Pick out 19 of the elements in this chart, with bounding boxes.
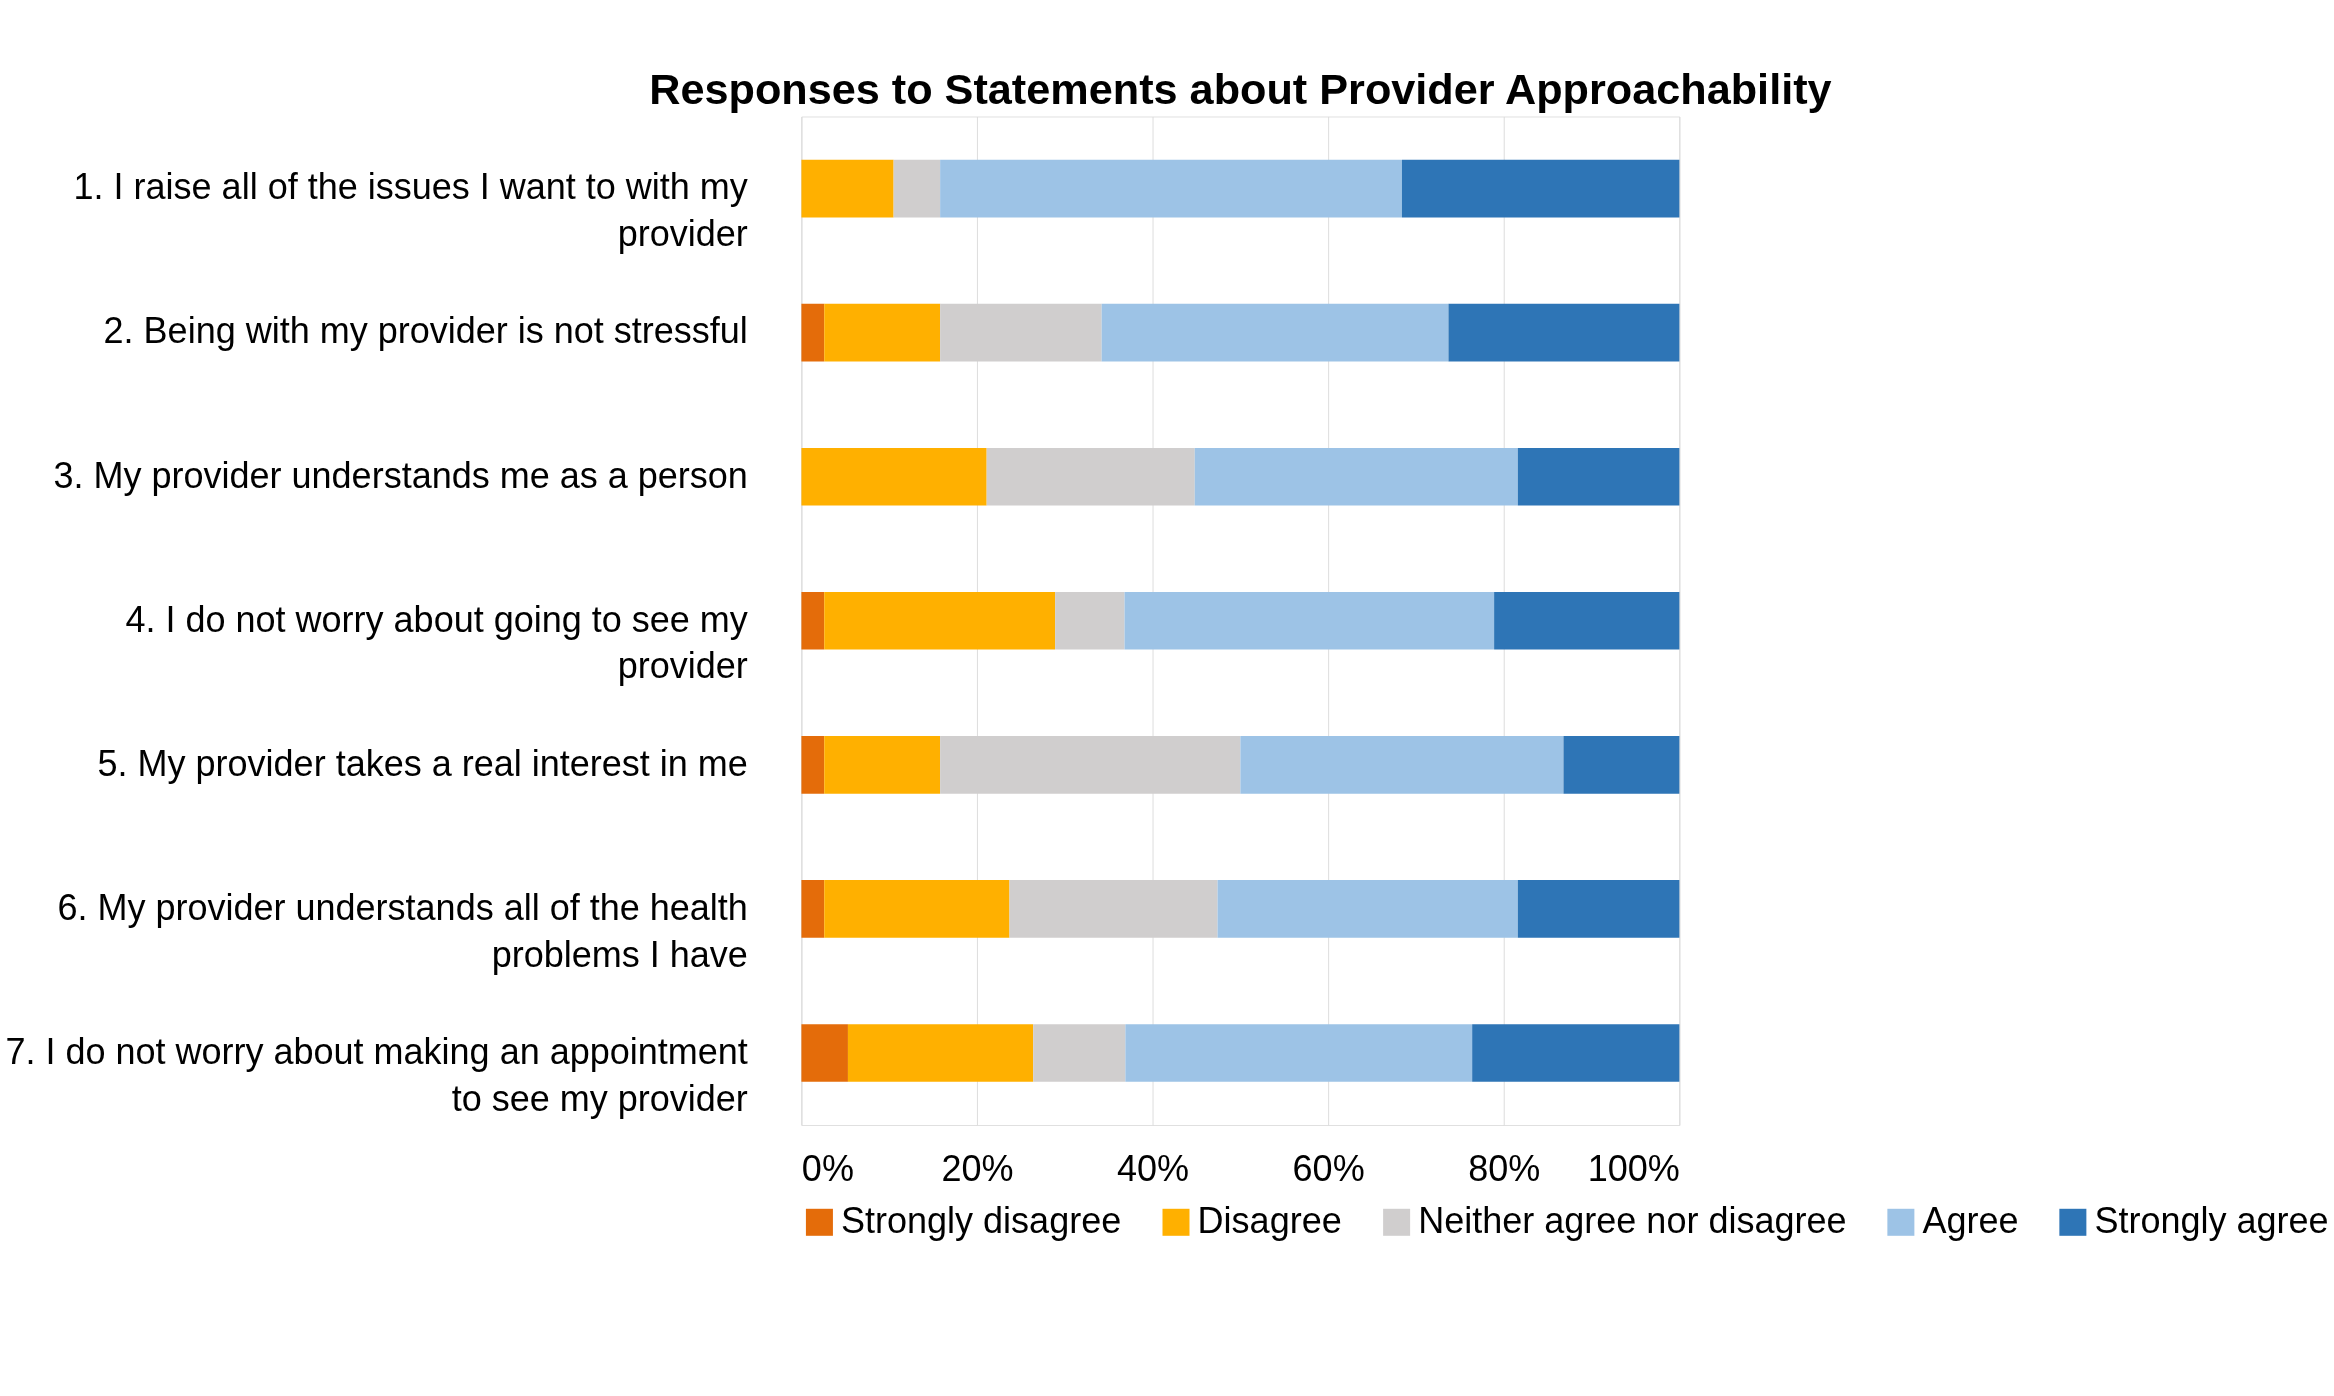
legend-label: Strongly disagree xyxy=(841,1200,1122,1242)
x-tick-label: 80% xyxy=(1468,1148,1541,1190)
x-tick-label: 20% xyxy=(941,1148,1014,1190)
legend-label: Disagree xyxy=(1197,1200,1342,1242)
y-tick-label: 1. I raise all of the issues I want to with my provider xyxy=(73,166,748,255)
x-tick-label: 100% xyxy=(1587,1148,1680,1190)
y-tick-label: 7. I do not worry about making an appointment to see my provider xyxy=(5,1030,748,1119)
y-tick-label: 2. Being with my provider is not stressful xyxy=(103,310,748,352)
x-tick-label: 0% xyxy=(801,1148,854,1190)
y-tick-label: 5. My provider takes a real interest in me xyxy=(97,742,748,784)
x-tick-label: 60% xyxy=(1292,1148,1365,1190)
y-tick-label: 3. My provider understands me as a person xyxy=(53,454,748,496)
chart-title: Responses to Statements about Provider Approachability xyxy=(649,64,1832,113)
y-tick-label: 6. My provider understands all of the health problems I have xyxy=(57,886,748,975)
x-tick-label: 40% xyxy=(1117,1148,1190,1190)
y-tick-label: 4. I do not worry about going to see my provider xyxy=(125,598,748,687)
legend-label: Strongly agree xyxy=(2094,1200,2329,1242)
legend-label: Agree xyxy=(1922,1200,2019,1242)
legend-label: Neither agree nor disagree xyxy=(1418,1200,1847,1242)
